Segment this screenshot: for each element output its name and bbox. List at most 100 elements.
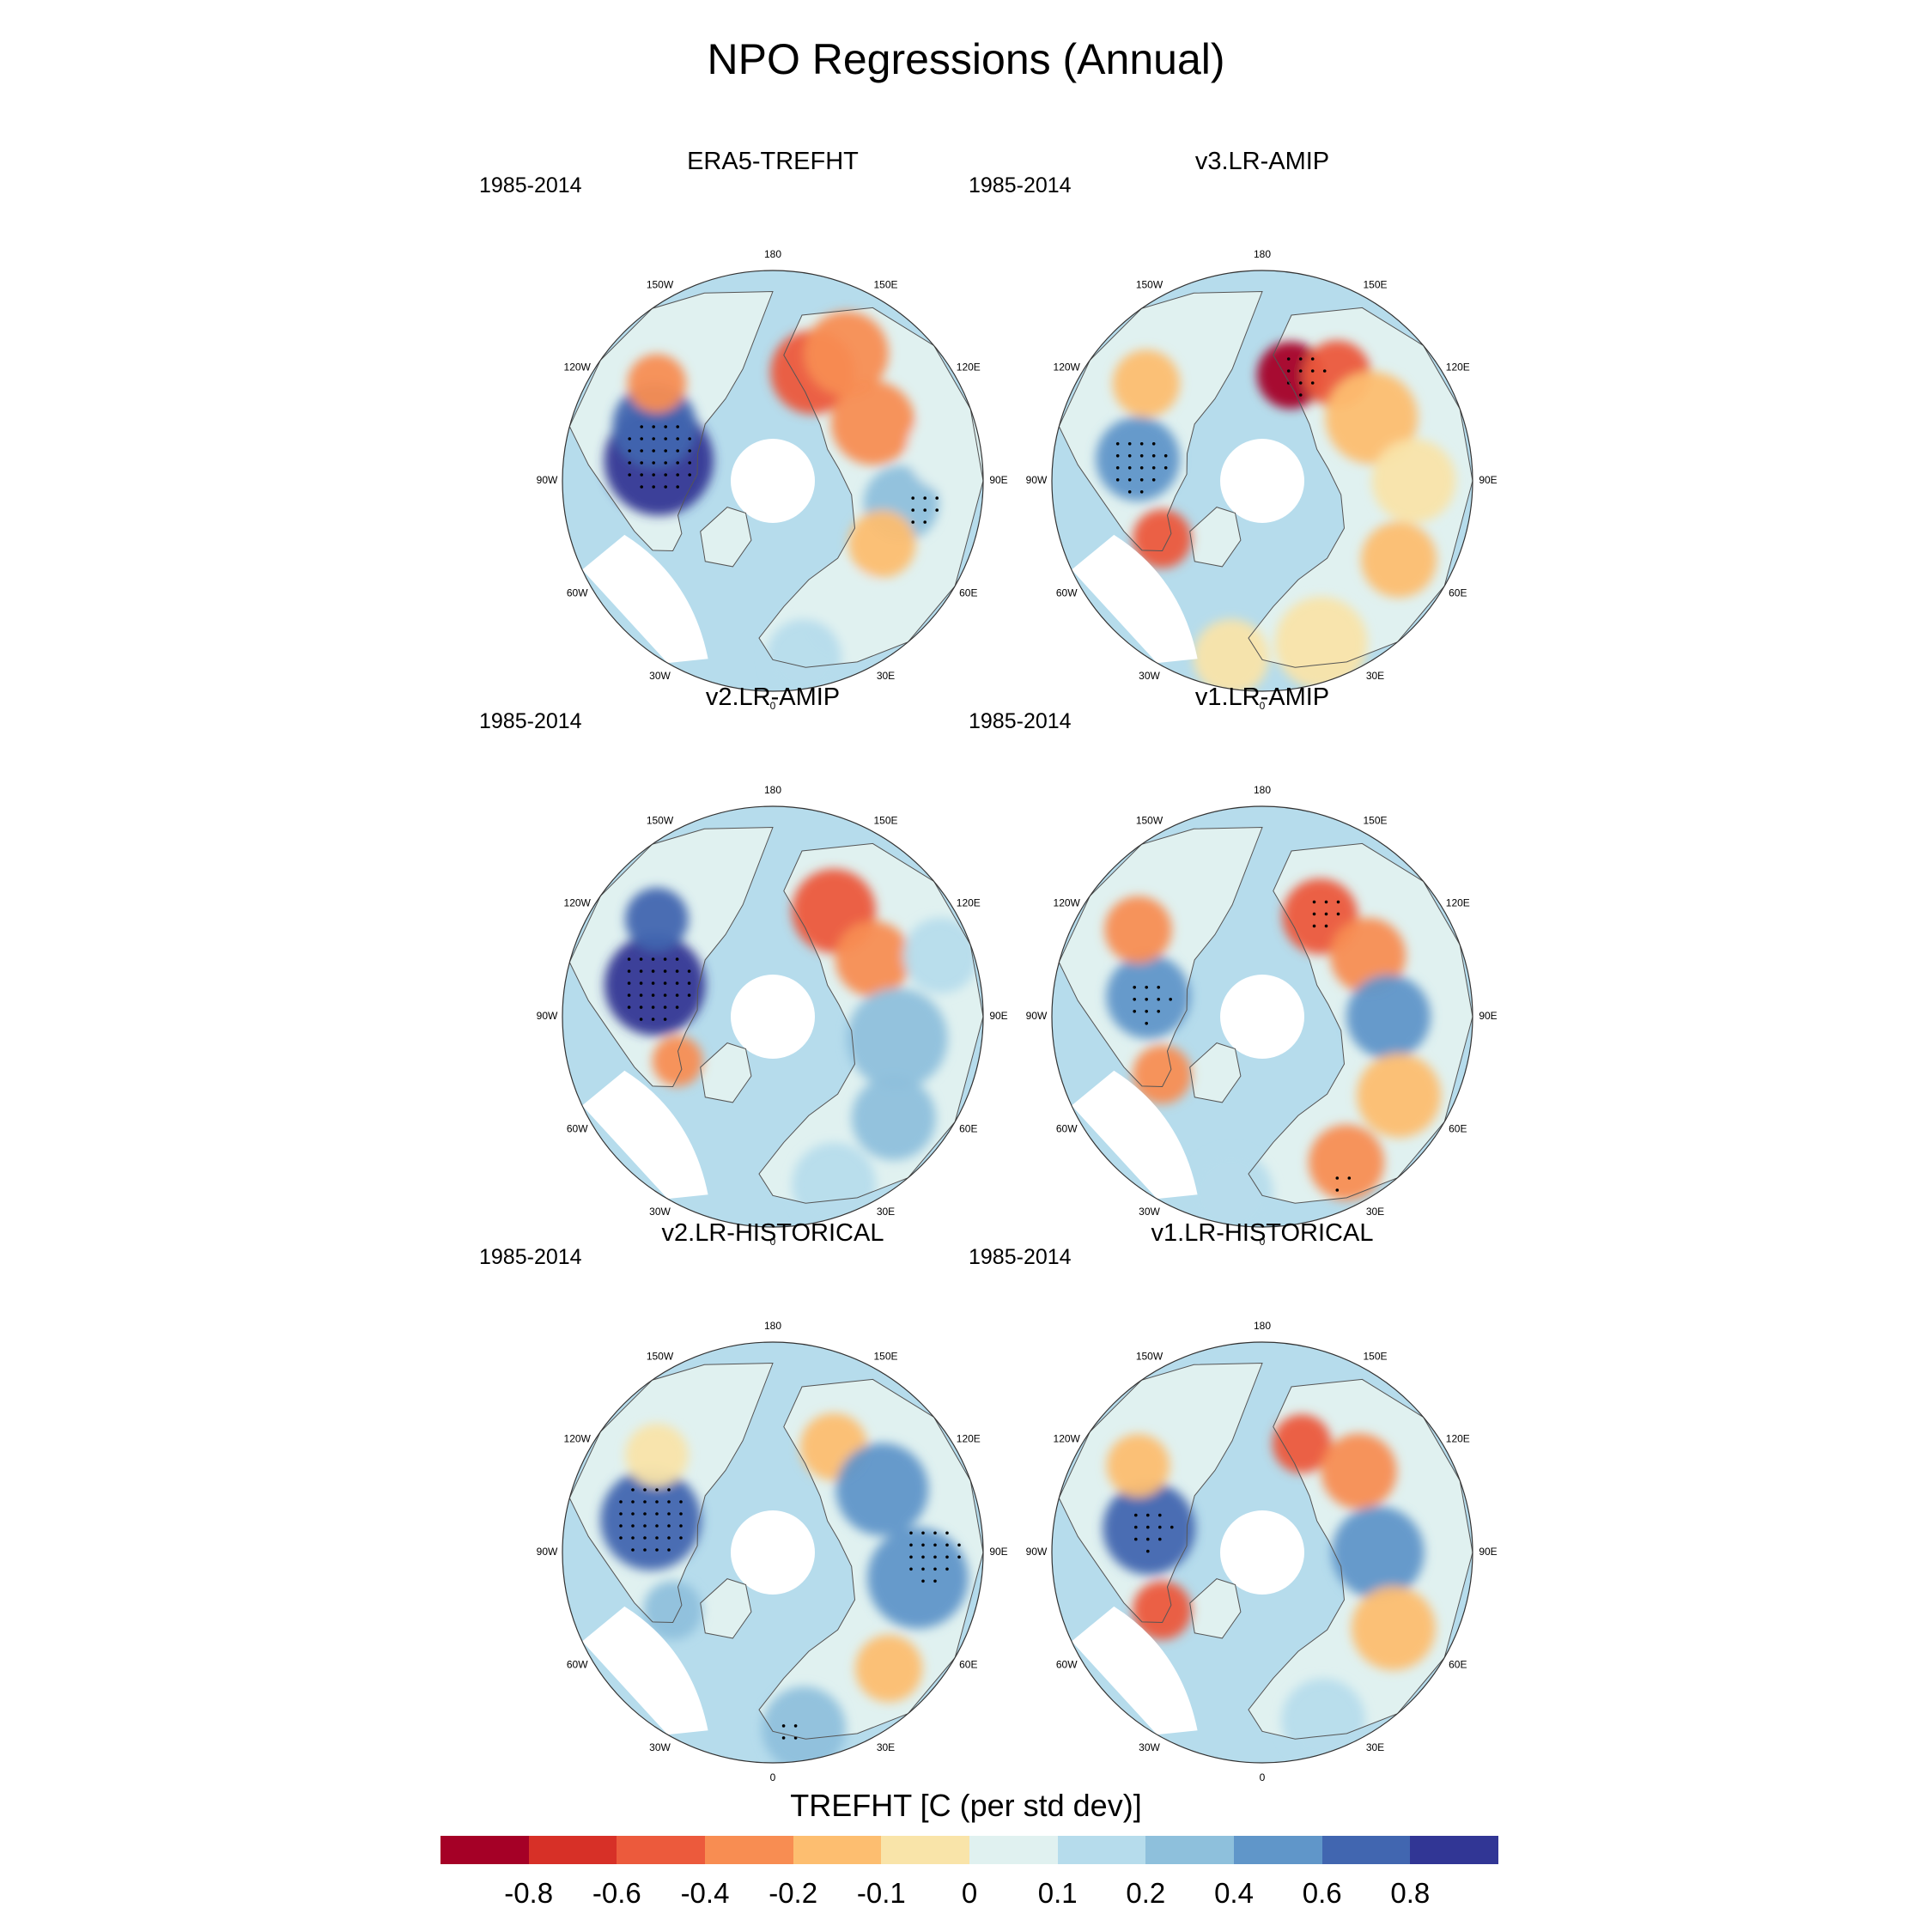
significance-dot	[1312, 900, 1316, 904]
longitude-label: 0	[1260, 1771, 1266, 1783]
significance-dot	[687, 993, 691, 997]
anomaly-blob	[643, 1581, 702, 1640]
significance-dot	[1310, 381, 1315, 385]
significance-dot	[664, 461, 667, 465]
colorbar-tick-label: 0.1	[1037, 1877, 1078, 1909]
significance-dot	[1145, 1022, 1148, 1025]
significance-dot	[781, 1724, 786, 1728]
longitude-label: 120E	[957, 897, 981, 909]
significance-dot	[1163, 454, 1168, 458]
significance-dot	[933, 1555, 937, 1559]
polar-map: 180 150E 120E 90E 60E 30E 0 30W 60W 90W 120W 150W	[537, 1320, 1008, 1783]
longitude-label: 60E	[959, 1123, 977, 1135]
significance-dot	[639, 969, 643, 973]
significance-dot	[1151, 478, 1156, 482]
significance-dot	[651, 981, 655, 985]
map-panel-v1-amip: v1.LR-AMIP 1985-2014 180 150E 120E 90E 60E 30…	[969, 683, 1520, 1274]
anomaly-blob	[627, 354, 687, 413]
longitude-label: 30W	[649, 670, 671, 682]
land-base	[700, 1042, 751, 1103]
significance-dot	[909, 1555, 913, 1559]
significance-dot	[655, 1524, 659, 1528]
polar-map: 180 150E 120E 90E 60E 30E 0 30W 60W 90W 120W 150W	[537, 784, 1008, 1248]
significance-dot	[1134, 1537, 1138, 1541]
anomaly-blob	[1361, 521, 1437, 598]
map-border	[1051, 805, 1473, 1228]
anomaly-blob	[762, 1686, 847, 1763]
arctic-mask	[731, 439, 815, 523]
colorbar-box	[528, 1836, 617, 1864]
significance-dot	[921, 1555, 925, 1559]
significance-dot	[1151, 442, 1156, 446]
anomaly-blob	[1274, 596, 1368, 690]
longitude-label: 60E	[959, 1659, 977, 1671]
longitude-label: 90W	[537, 1546, 558, 1558]
colorbar-tick-label: -0.1	[856, 1877, 906, 1909]
longitude-label: 180	[1254, 248, 1271, 260]
coastline	[758, 842, 983, 1204]
significance-dot	[664, 485, 667, 489]
colorbar-tick-label: 0.8	[1390, 1877, 1431, 1909]
significance-dot	[631, 1500, 635, 1504]
colorbar-box	[969, 1836, 1058, 1864]
significance-dot	[651, 969, 655, 973]
polar-map: 180 150E 120E 90E 60E 30E 0 30W 60W 90W 120W 150W	[1026, 1320, 1498, 1783]
colorbar-tick-label: -0.2	[769, 1877, 818, 1909]
significance-dot	[651, 993, 655, 997]
colorbar-title: TREFHT [C (per std dev)]	[790, 1788, 1142, 1823]
significance-dot	[688, 437, 691, 440]
significance-dot	[619, 1536, 623, 1540]
map-panel-v2-historical: v2.LR-HISTORICAL 1985-2014 180 150E 120E 90…	[479, 1219, 1030, 1810]
colorbar-tick-label: -0.6	[592, 1877, 641, 1909]
significance-dot	[1115, 454, 1120, 458]
atlantic-mask	[1071, 534, 1198, 664]
significance-dot	[781, 1736, 786, 1740]
longitude-label: 150W	[647, 1350, 674, 1362]
significance-dot	[1127, 490, 1132, 494]
significance-dot	[1158, 1513, 1162, 1517]
significance-dot	[619, 1524, 623, 1528]
colorbar-box	[1321, 1836, 1411, 1864]
panel-period: 1985-2014	[479, 1245, 582, 1269]
colorbar-box	[617, 1836, 706, 1864]
longitude-label: 180	[764, 1320, 781, 1332]
significance-dot	[1157, 1010, 1160, 1013]
significance-dot	[655, 1488, 659, 1492]
significance-dot	[676, 485, 679, 489]
longitude-label: 90E	[1479, 1546, 1497, 1558]
significance-dot	[1312, 924, 1316, 928]
significance-dot	[1139, 466, 1144, 470]
anomaly-blob	[1112, 349, 1181, 417]
significance-dot	[639, 1018, 643, 1021]
longitude-label: 150W	[1136, 814, 1163, 826]
anomaly-blob	[1133, 509, 1192, 568]
anomaly-blob	[625, 887, 689, 951]
longitude-label: 30W	[649, 1206, 671, 1218]
significance-dot	[667, 1524, 671, 1528]
panel-title: v1.LR-AMIP	[1194, 683, 1330, 711]
map-field	[1052, 1342, 1473, 1763]
significance-dot	[651, 1018, 655, 1021]
map-border	[562, 1341, 984, 1764]
significance-dot	[1145, 1010, 1148, 1013]
significance-dot	[679, 1512, 683, 1516]
colorbar	[440, 1836, 1499, 1864]
significance-dot	[1139, 478, 1144, 482]
anomaly-blob	[907, 407, 983, 492]
anomaly-blob	[766, 619, 842, 691]
significance-dot	[911, 508, 914, 512]
significance-dot	[628, 449, 631, 453]
anomaly-blob	[1104, 896, 1172, 963]
significance-dot	[627, 957, 631, 961]
significance-dot	[1115, 466, 1120, 470]
significance-dot	[1335, 1176, 1340, 1180]
arctic-mask	[1220, 975, 1304, 1059]
significance-dot	[1146, 1525, 1150, 1529]
significance-dot	[945, 1567, 949, 1571]
anomaly-blob	[835, 920, 911, 997]
panel-title: v1.LR-HISTORICAL	[1151, 1219, 1374, 1247]
anomaly-blob	[851, 1076, 936, 1161]
significance-dot	[911, 520, 914, 524]
significance-dot	[639, 981, 643, 985]
significance-dot	[1298, 357, 1303, 361]
